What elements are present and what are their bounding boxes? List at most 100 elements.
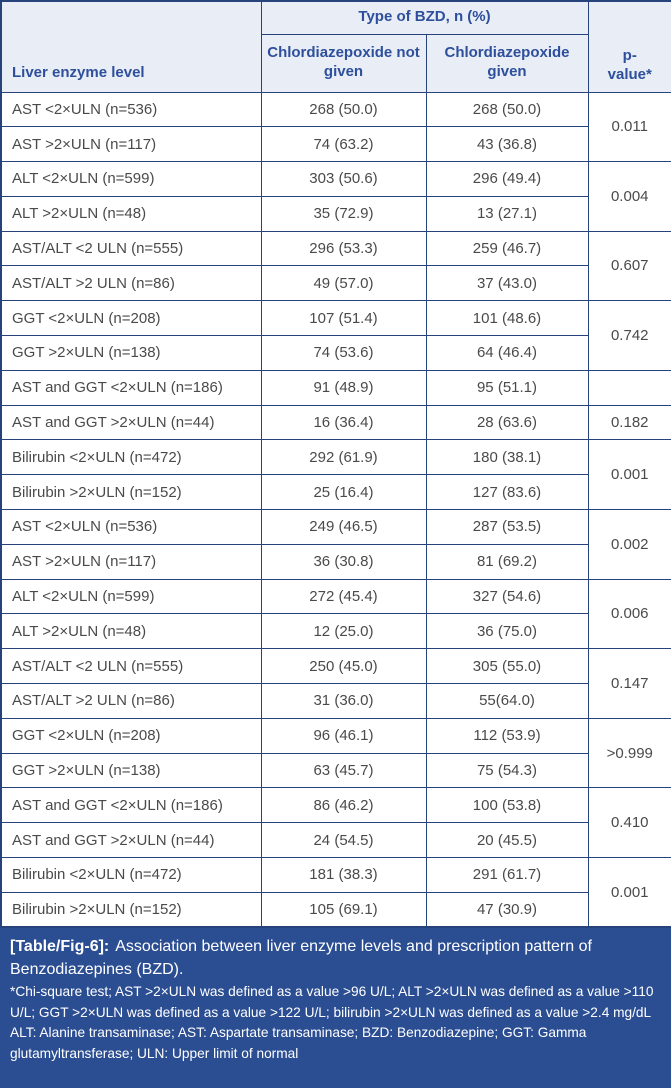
row-label: AST >2×ULN (n=117) bbox=[0, 126, 262, 163]
row-label: GGT <2×ULN (n=208) bbox=[0, 300, 262, 337]
table-row: ALT <2×ULN (n=599) 272 (45.4) 327 (54.6)… bbox=[0, 578, 671, 650]
table-row: ALT >2×ULN (n=48) 35 (72.9) 13 (27.1) bbox=[0, 195, 671, 232]
caption-text: Association between liver enzyme levels … bbox=[10, 938, 592, 979]
header-row-sub: Chlordiazepoxide not given Chlordiazepox… bbox=[1, 33, 671, 93]
row-label: ALT >2×ULN (n=48) bbox=[0, 613, 262, 650]
table-row: GGT <2×ULN (n=208) 107 (51.4) 101 (48.6)… bbox=[0, 300, 671, 371]
table-row: Bilirubin <2×ULN (n=472) 292 (61.9) 180 … bbox=[0, 439, 671, 511]
table-row: GGT >2×ULN (n=138) 74 (53.6) 64 (46.4) bbox=[0, 335, 671, 371]
row-label: ALT <2×ULN (n=599) bbox=[0, 161, 262, 197]
value-not-given: 250 (45.0) bbox=[260, 648, 427, 685]
value-not-given: 96 (46.1) bbox=[260, 717, 427, 754]
row-label: AST/ALT >2 ULN (n=86) bbox=[0, 683, 262, 719]
value-given: 180 (38.1) bbox=[425, 439, 589, 476]
value-not-given: 91 (48.9) bbox=[260, 369, 427, 406]
table-row: AST >2×ULN (n=117) 36 (30.8) 81 (69.2) bbox=[0, 543, 671, 580]
value-given: 259 (46.7) bbox=[425, 230, 589, 267]
table-row: Bilirubin <2×ULN (n=472) 181 (38.3) 291 … bbox=[0, 857, 671, 928]
header-chlordiazepoxide-given: Chlordiazepoxide given bbox=[425, 33, 589, 93]
value-not-given: 249 (46.5) bbox=[260, 509, 427, 545]
value-not-given: 268 (50.0) bbox=[260, 91, 427, 128]
row-label: AST and GGT <2×ULN (n=186) bbox=[0, 787, 262, 824]
value-given: 43 (36.8) bbox=[425, 126, 589, 163]
value-given: 296 (49.4) bbox=[425, 161, 589, 197]
row-label: Bilirubin >2×ULN (n=152) bbox=[0, 474, 262, 511]
row-label: ALT >2×ULN (n=48) bbox=[0, 195, 262, 232]
p-value-cell: 0.004 bbox=[587, 161, 671, 232]
value-given: 81 (69.2) bbox=[425, 543, 589, 580]
chi-square-footnote: *Chi-square test; AST >2×ULN was defined… bbox=[10, 984, 654, 1020]
row-label: AST and GGT >2×ULN (n=44) bbox=[0, 822, 262, 859]
value-not-given: 24 (54.5) bbox=[260, 822, 427, 859]
caption-tag: [Table/Fig-6]: bbox=[10, 938, 110, 956]
table-row: ALT <2×ULN (n=599) 303 (50.6) 296 (49.4)… bbox=[0, 161, 671, 232]
table-row: ALT >2×ULN (n=48) 12 (25.0) 36 (75.0) bbox=[0, 613, 671, 650]
table-row: GGT >2×ULN (n=138) 63 (45.7) 75 (54.3) bbox=[0, 752, 671, 789]
header-liver-enzyme-level: Liver enzyme level bbox=[0, 0, 262, 93]
p-value-cell: >0.999 bbox=[587, 717, 671, 789]
row-label: AST/ALT <2 ULN (n=555) bbox=[0, 648, 262, 685]
value-not-given: 31 (36.0) bbox=[260, 683, 427, 719]
p-value-cell: 0.742 bbox=[587, 300, 671, 371]
value-not-given: 292 (61.9) bbox=[260, 439, 427, 476]
row-label: ALT <2×ULN (n=599) bbox=[0, 578, 262, 615]
p-value-empty-cell bbox=[587, 369, 671, 406]
table-row: AST and GGT <2×ULN (n=186) 91 (48.9) 95 … bbox=[0, 369, 671, 406]
value-given: 95 (51.1) bbox=[425, 369, 589, 406]
value-not-given: 49 (57.0) bbox=[260, 265, 427, 302]
table-row: AST <2×ULN (n=536) 268 (50.0) 268 (50.0)… bbox=[0, 91, 671, 163]
value-given: 36 (75.0) bbox=[425, 613, 589, 650]
row-label: AST and GGT <2×ULN (n=186) bbox=[0, 369, 262, 406]
table-row: AST and GGT >2×ULN (n=44) 16 (36.4) 28 (… bbox=[0, 404, 671, 441]
value-given: 75 (54.3) bbox=[425, 752, 589, 789]
value-given: 64 (46.4) bbox=[425, 335, 589, 371]
header-chlordiazepoxide-not-given: Chlordiazepoxide not given bbox=[260, 33, 427, 93]
value-not-given: 86 (46.2) bbox=[260, 787, 427, 824]
row-label: AST/ALT >2 ULN (n=86) bbox=[0, 265, 262, 302]
row-label: AST >2×ULN (n=117) bbox=[0, 543, 262, 580]
value-given: 100 (53.8) bbox=[425, 787, 589, 824]
value-not-given: 181 (38.3) bbox=[260, 857, 427, 893]
table-caption: [Table/Fig-6]: Association between liver … bbox=[10, 935, 661, 981]
row-label: AST <2×ULN (n=536) bbox=[0, 91, 262, 128]
table-row: Bilirubin >2×ULN (n=152) 105 (69.1) 47 (… bbox=[0, 891, 671, 928]
table-row: AST >2×ULN (n=117) 74 (63.2) 43 (36.8) bbox=[0, 126, 671, 163]
value-not-given: 303 (50.6) bbox=[260, 161, 427, 197]
value-not-given: 36 (30.8) bbox=[260, 543, 427, 580]
value-not-given: 63 (45.7) bbox=[260, 752, 427, 789]
value-not-given: 74 (53.6) bbox=[260, 335, 427, 371]
caption-block: [Table/Fig-6]: Association between liver … bbox=[0, 928, 671, 1089]
value-given: 327 (54.6) bbox=[425, 578, 589, 615]
value-given: 305 (55.0) bbox=[425, 648, 589, 685]
header-p-value: p- value* bbox=[587, 0, 671, 93]
p-value-cell: 0.182 bbox=[587, 404, 671, 441]
value-not-given: 107 (51.4) bbox=[260, 300, 427, 337]
value-not-given: 296 (53.3) bbox=[260, 230, 427, 267]
p-value-cell: 0.001 bbox=[587, 439, 671, 511]
header-row-group: Liver enzyme level Type of BZD, n (%) p-… bbox=[0, 0, 671, 93]
value-not-given: 35 (72.9) bbox=[260, 195, 427, 232]
p-value-cell: 0.011 bbox=[587, 91, 671, 163]
value-not-given: 25 (16.4) bbox=[260, 474, 427, 511]
row-label: GGT <2×ULN (n=208) bbox=[0, 717, 262, 754]
row-label: Bilirubin >2×ULN (n=152) bbox=[0, 891, 262, 928]
value-not-given: 12 (25.0) bbox=[260, 613, 427, 650]
table-row: GGT <2×ULN (n=208) 96 (46.1) 112 (53.9) … bbox=[0, 717, 671, 789]
value-not-given: 16 (36.4) bbox=[260, 404, 427, 441]
value-given: 13 (27.1) bbox=[425, 195, 589, 232]
table-row: AST and GGT >2×ULN (n=44) 24 (54.5) 20 (… bbox=[0, 822, 671, 859]
p-value-cell: 0.002 bbox=[587, 509, 671, 580]
abbreviations-footnote: ALT: Alanine transaminase; AST: Aspartat… bbox=[10, 1025, 587, 1061]
row-label: Bilirubin <2×ULN (n=472) bbox=[0, 439, 262, 476]
row-label: GGT >2×ULN (n=138) bbox=[0, 335, 262, 371]
p-value-cell: 0.147 bbox=[587, 648, 671, 719]
table-row: Bilirubin >2×ULN (n=152) 25 (16.4) 127 (… bbox=[0, 474, 671, 511]
value-not-given: 105 (69.1) bbox=[260, 891, 427, 928]
value-given: 287 (53.5) bbox=[425, 509, 589, 545]
p-value-cell: 0.410 bbox=[587, 787, 671, 859]
table-row: AST and GGT <2×ULN (n=186) 86 (46.2) 100… bbox=[0, 787, 671, 859]
value-given: 127 (83.6) bbox=[425, 474, 589, 511]
table-row: AST/ALT >2 ULN (n=86) 31 (36.0) 55(64.0) bbox=[0, 683, 671, 719]
row-label: GGT >2×ULN (n=138) bbox=[0, 752, 262, 789]
